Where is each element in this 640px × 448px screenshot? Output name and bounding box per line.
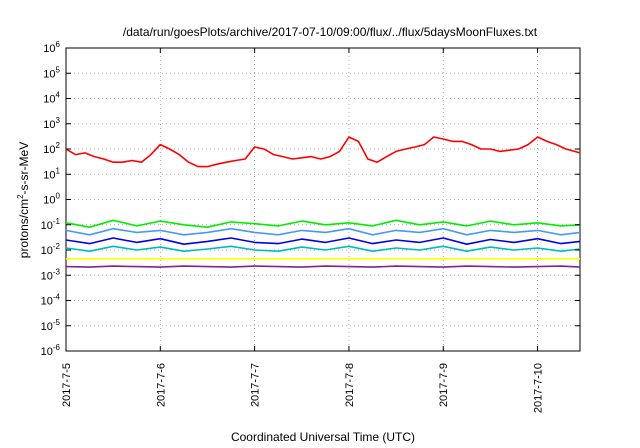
y-tick-label: 10-3 [41, 267, 61, 282]
y-tick-label: 106 [43, 40, 60, 55]
x-tick-label: 2017-7-10 [533, 363, 545, 413]
y-tick-label: 102 [43, 141, 60, 156]
series-line-6 [65, 265, 581, 268]
y-tick-label: 101 [43, 166, 60, 181]
x-axis: 2017-7-5 2017-7-6 2017-7-7 2017-7-8 2017-7-9… [61, 48, 545, 413]
series-line-0 [65, 136, 581, 168]
series-line-3 [65, 237, 581, 245]
series-line-4 [65, 245, 581, 252]
y-tick-label: 10-5 [41, 318, 61, 333]
series-line-2 [65, 227, 581, 236]
y-tick-label: 103 [43, 116, 60, 131]
y-axis-label: protons/cm2-s-sr-MeV [16, 142, 31, 258]
x-tick-label: 2017-7-6 [155, 363, 167, 407]
grid [66, 48, 580, 351]
series-group [65, 136, 581, 268]
x-tick-label: 2017-7-5 [61, 363, 73, 407]
x-tick-label: 2017-7-7 [250, 363, 262, 407]
y-tick-label: 10-2 [41, 242, 61, 257]
x-axis-label: Coordinated Universal Time (UTC) [231, 430, 415, 444]
y-tick-label: 10-6 [41, 343, 61, 358]
x-tick-label: 2017-7-9 [438, 363, 450, 407]
y-tick-label: 100 [43, 192, 60, 207]
y-tick-label: 105 [43, 65, 60, 80]
y-tick-label: 10-1 [41, 217, 61, 232]
y-tick-label: 10-4 [41, 293, 61, 308]
series-line-1 [65, 219, 581, 228]
chart-title: /data/run/goesPlots/archive/2017-07-10/0… [123, 25, 538, 39]
x-tick-label: 2017-7-8 [344, 363, 356, 407]
y-tick-label: 104 [43, 91, 60, 106]
y-axis: 10-6 10-5 10-4 10-3 10-2 10-1 100 101 102 103 104 1… [41, 40, 580, 358]
